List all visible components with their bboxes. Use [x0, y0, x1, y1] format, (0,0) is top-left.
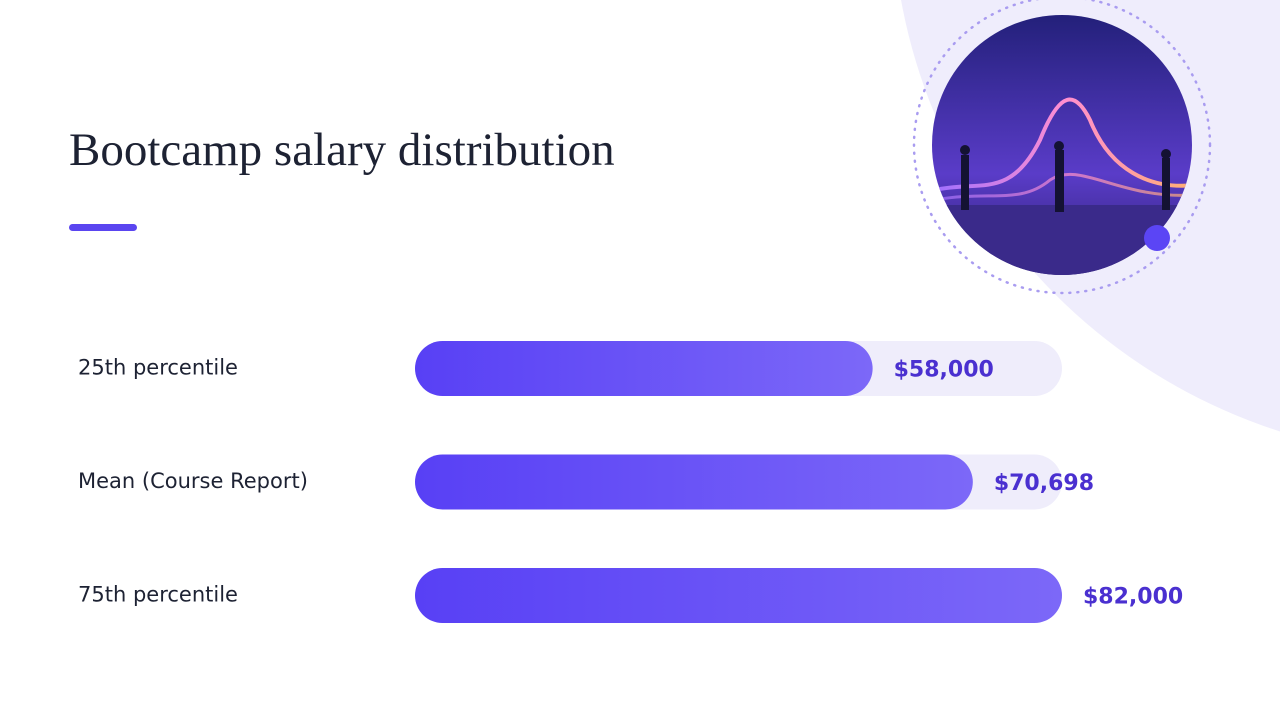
value-label: $70,698 [994, 471, 1094, 496]
category-label: 75th percentile [78, 583, 238, 607]
chart-title: Bootcamp salary distribution [69, 124, 615, 176]
value-label: $58,000 [894, 358, 994, 383]
dotted-ring [912, 0, 1212, 295]
bar [415, 341, 873, 396]
bar [415, 568, 1062, 623]
value-label: $82,000 [1083, 585, 1183, 610]
category-label: 25th percentile [78, 356, 238, 380]
category-label: Mean (Course Report) [78, 469, 308, 493]
title-underline [69, 224, 137, 231]
bar [415, 454, 973, 510]
accent-dot [1144, 225, 1170, 251]
